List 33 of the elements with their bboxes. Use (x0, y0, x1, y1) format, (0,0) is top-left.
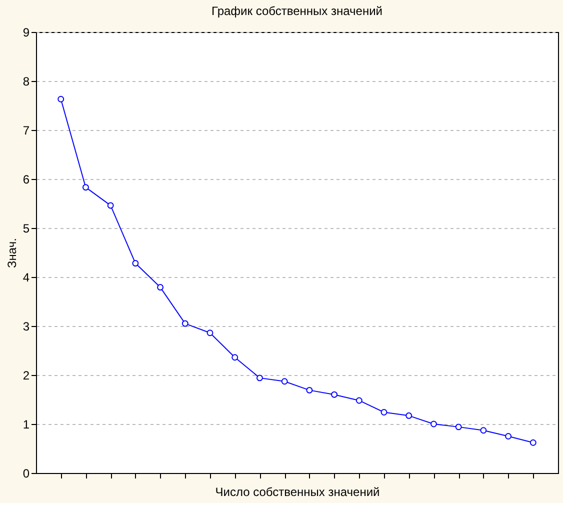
point (182, 320, 188, 327)
point (157, 284, 164, 291)
point (530, 439, 536, 446)
point (107, 202, 114, 209)
point (256, 374, 263, 382)
point (306, 386, 313, 394)
point (281, 378, 288, 385)
y-tick-label: 5 (22, 222, 30, 236)
point (132, 260, 139, 267)
y-tick-label: 9 (22, 26, 30, 40)
point (232, 354, 238, 361)
y-tick-label: 1 (22, 418, 30, 432)
point (331, 391, 338, 398)
point (505, 433, 512, 440)
point (58, 96, 64, 102)
y-tick-label: 6 (22, 172, 30, 186)
point (406, 412, 412, 419)
y-tick-label: 0 (22, 466, 30, 480)
y-axis-title: Знач. (4, 238, 19, 268)
point (82, 184, 89, 191)
x-axis-title: Число собственных значений (215, 485, 380, 499)
point (206, 330, 214, 336)
y-tick-label: 7 (22, 124, 30, 138)
point (356, 397, 362, 404)
point (455, 424, 462, 430)
y-tick-label: 4 (22, 270, 30, 284)
point (430, 420, 437, 428)
y-tick-label: 3 (22, 320, 30, 334)
point (380, 409, 388, 416)
chart-title: График собственных значений (212, 4, 382, 18)
y-tick-label: 8 (22, 74, 30, 88)
y-tick-label: 2 (22, 368, 30, 382)
point (480, 427, 487, 434)
